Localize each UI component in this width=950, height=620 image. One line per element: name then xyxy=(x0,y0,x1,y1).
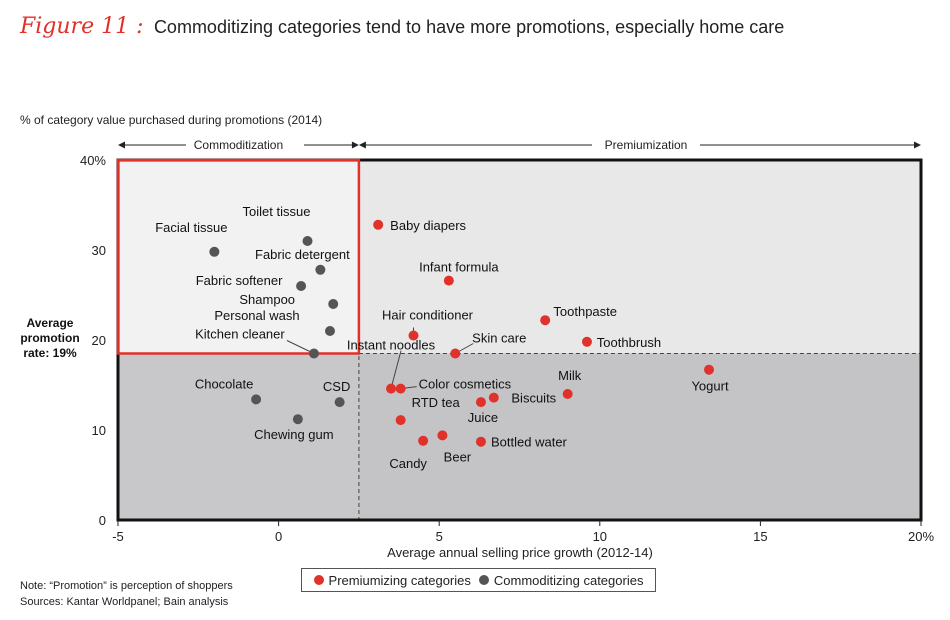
commoditization-arrowhead-left xyxy=(118,141,125,149)
x-tick-label: 15 xyxy=(753,529,767,544)
x-tick-label: 5 xyxy=(436,529,443,544)
data-point-candy xyxy=(418,435,429,446)
data-point-fabric-softener xyxy=(296,281,307,291)
legend-item-premiumizing: Premiumizing categories xyxy=(313,572,471,588)
data-point-bottled-water xyxy=(475,436,486,447)
point-label-instant-noodles: Instant noodles xyxy=(347,338,436,353)
commoditization-box xyxy=(116,158,361,355)
data-point-personal-wash xyxy=(324,326,335,336)
data-point-instant-noodles xyxy=(386,383,397,394)
commoditization-arrowhead-right xyxy=(351,141,359,149)
point-label-bottled-water: Bottled water xyxy=(491,435,568,450)
point-label-yogurt: Yogurt xyxy=(691,379,728,394)
data-point-rtd-tea xyxy=(395,415,406,426)
y-axis-side-label: promotion xyxy=(20,331,79,345)
x-tick-label: 0 xyxy=(275,529,282,544)
point-label-juice: Juice xyxy=(468,410,498,425)
legend-label-premiumizing: Premiumizing categories xyxy=(328,572,471,588)
point-label-csd: CSD xyxy=(323,379,350,394)
data-point-beer xyxy=(437,430,448,441)
data-point-yogurt xyxy=(704,364,715,375)
point-label-shampoo: Shampoo xyxy=(239,292,295,307)
figure-title-row: Figure 11 : Commoditizing categories ten… xyxy=(20,14,784,39)
x-tick-label: 20% xyxy=(908,529,934,544)
legend-marker-commoditizing xyxy=(478,575,489,585)
data-point-chocolate xyxy=(251,394,262,405)
point-label-skin-care: Skin care xyxy=(472,331,526,346)
point-label-chocolate: Chocolate xyxy=(195,376,254,391)
y-tick-label: 20 xyxy=(92,333,106,348)
data-point-color-cosmetics xyxy=(395,383,406,394)
point-label-toothbrush: Toothbrush xyxy=(597,335,661,350)
legend-label-commoditizing: Commoditizing categories xyxy=(493,572,644,588)
x-tick-label: 10 xyxy=(593,529,607,544)
legend-item-commoditizing: Commoditizing categories xyxy=(478,572,644,588)
y-tick-label: 0 xyxy=(99,513,106,528)
data-point-shampoo xyxy=(328,299,339,309)
point-label-milk: Milk xyxy=(558,368,582,383)
premiumization-header: Premiumization xyxy=(605,138,688,152)
leader-line-instant-noodles xyxy=(390,350,402,389)
sources-note: Sources: Kantar Worldpanel; Bain analysi… xyxy=(20,596,229,608)
point-label-beer: Beer xyxy=(444,449,472,464)
data-point-toothpaste xyxy=(540,315,551,326)
y-tick-label: 30 xyxy=(92,243,106,258)
data-point-csd xyxy=(334,397,345,408)
figure-label: Figure 11 : xyxy=(20,14,144,39)
point-label-fabric-detergent: Fabric detergent xyxy=(255,247,350,262)
point-label-personal-wash: Personal wash xyxy=(214,308,299,323)
chart-legend: Premiumizing categories Commoditizing ca… xyxy=(301,568,656,592)
premiumization-arrowhead-right xyxy=(914,141,921,149)
premiumization-arrowhead-left xyxy=(358,141,366,149)
point-label-chewing-gum: Chewing gum xyxy=(254,427,334,442)
lower-left-region xyxy=(118,353,359,520)
y-axis-side-label: rate: 19% xyxy=(23,346,77,360)
data-point-kitchen-cleaner xyxy=(308,348,319,359)
data-point-chewing-gum xyxy=(292,414,303,425)
point-label-toothpaste: Toothpaste xyxy=(553,304,617,319)
point-label-infant-formula: Infant formula xyxy=(419,260,499,275)
footnote: Note: “Promotion” is perception of shopp… xyxy=(20,580,233,592)
point-label-toilet-tissue: Toilet tissue xyxy=(243,204,311,219)
data-point-toilet-tissue xyxy=(302,236,313,246)
data-point-facial-tissue xyxy=(209,246,220,257)
point-label-facial-tissue: Facial tissue xyxy=(155,220,227,235)
y-axis-side-label: Average xyxy=(27,316,74,330)
data-point-hair-conditioner xyxy=(408,330,419,341)
figure-title: Commoditizing categories tend to have mo… xyxy=(153,17,785,37)
point-label-baby-diapers: Baby diapers xyxy=(390,218,466,233)
data-point-toothbrush xyxy=(581,336,592,347)
legend-marker-premiumizing xyxy=(313,575,324,585)
data-point-baby-diapers xyxy=(373,219,384,230)
point-label-kitchen-cleaner: Kitchen cleaner xyxy=(195,327,285,342)
data-point-infant-formula xyxy=(443,275,454,286)
point-label-color-cosmetics: Color cosmetics xyxy=(419,377,512,392)
data-point-juice xyxy=(475,397,486,408)
commoditization-region-fill xyxy=(118,160,359,354)
y-tick-label: 40% xyxy=(80,153,106,168)
y-tick-label: 10 xyxy=(92,423,106,438)
data-point-milk xyxy=(562,389,573,399)
point-label-candy: Candy xyxy=(389,456,427,471)
y-axis-caption: % of category value purchased during pro… xyxy=(20,113,322,127)
x-tick-label: -5 xyxy=(112,529,124,544)
point-label-hair-conditioner: Hair conditioner xyxy=(382,308,474,323)
commoditization-header: Commoditization xyxy=(194,138,283,152)
data-point-biscuits xyxy=(488,392,499,403)
point-label-fabric-softener: Fabric softener xyxy=(196,273,283,288)
data-point-skin-care xyxy=(450,348,461,359)
point-label-rtd-tea: RTD tea xyxy=(412,395,461,410)
x-axis-title: Average annual selling price growth (201… xyxy=(387,545,653,560)
point-label-biscuits: Biscuits xyxy=(511,391,556,406)
data-point-fabric-detergent xyxy=(315,264,326,275)
